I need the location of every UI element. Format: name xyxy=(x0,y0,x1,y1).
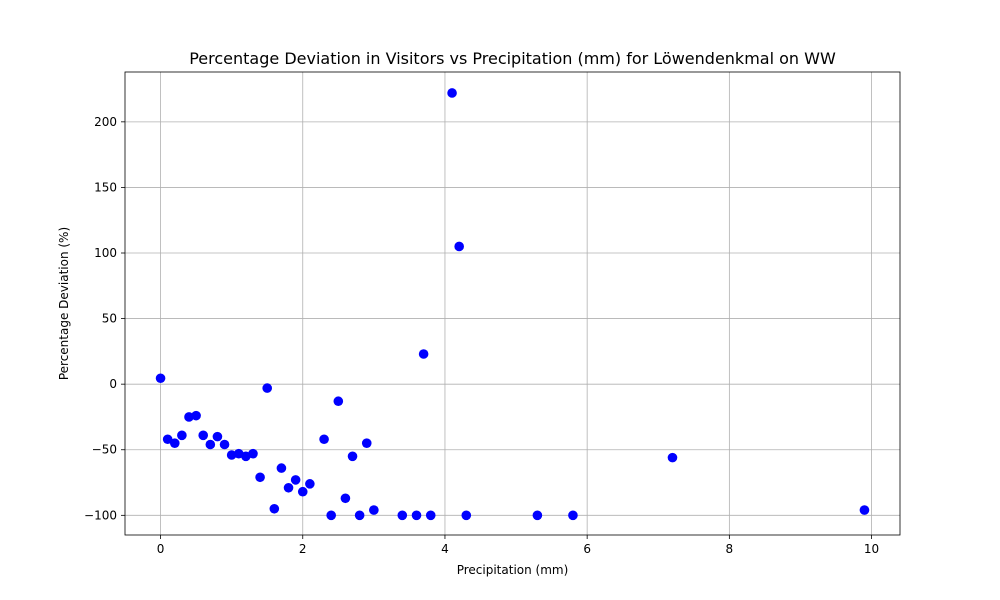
data-point xyxy=(177,430,187,441)
data-point xyxy=(248,448,258,459)
chart-title: Percentage Deviation in Visitors vs Prec… xyxy=(189,49,836,68)
data-point xyxy=(340,493,351,504)
data-point xyxy=(319,434,329,445)
data-point xyxy=(169,438,180,448)
data-point xyxy=(276,463,287,473)
data-point xyxy=(255,472,265,483)
y-tick-label: 200 xyxy=(94,115,117,129)
data-point xyxy=(326,510,336,521)
data-point xyxy=(155,373,166,384)
points-layer xyxy=(155,88,870,521)
grid-layer xyxy=(125,72,900,535)
y-tick-label: 0 xyxy=(109,377,117,391)
data-point xyxy=(262,383,273,393)
ticks-layer: 0 2 4 6 8 10 −100 −50 0 50 100 150 200 xyxy=(84,115,879,556)
y-tick-label: −100 xyxy=(84,508,117,522)
data-point xyxy=(205,439,216,450)
data-point xyxy=(667,452,678,463)
y-tick-label: 150 xyxy=(94,180,117,194)
data-point xyxy=(333,396,344,407)
data-point xyxy=(369,505,379,515)
x-tick-label: 8 xyxy=(726,542,734,556)
data-point xyxy=(397,510,408,521)
data-point xyxy=(411,510,422,521)
data-point xyxy=(532,510,543,521)
x-tick-label: 6 xyxy=(583,542,591,556)
data-point xyxy=(184,412,194,422)
x-tick-label: 10 xyxy=(864,542,879,556)
data-point xyxy=(361,438,372,448)
data-point xyxy=(269,503,280,514)
data-point xyxy=(283,482,294,493)
data-point xyxy=(219,439,230,450)
x-tick-label: 0 xyxy=(157,542,165,556)
data-point xyxy=(212,431,223,442)
y-tick-label: −50 xyxy=(92,443,117,457)
data-point xyxy=(347,451,358,462)
plot-frame xyxy=(124,71,901,536)
data-point xyxy=(568,510,578,521)
data-point xyxy=(305,479,315,489)
y-tick-label: 100 xyxy=(94,246,117,260)
data-point xyxy=(447,88,457,98)
data-point xyxy=(354,510,365,521)
data-point xyxy=(859,505,870,515)
y-axis-label: Percentage Deviation (%) xyxy=(57,227,71,380)
data-point xyxy=(425,510,436,521)
data-point xyxy=(226,450,237,460)
data-point xyxy=(454,241,464,252)
data-point xyxy=(297,486,308,497)
data-point xyxy=(290,475,301,485)
x-tick-label: 4 xyxy=(441,542,449,556)
data-point xyxy=(191,410,201,421)
data-point xyxy=(162,434,173,445)
data-point xyxy=(198,430,209,441)
data-point xyxy=(461,510,472,521)
x-tick-label: 2 xyxy=(299,542,307,556)
x-axis-label: Precipitation (mm) xyxy=(457,563,569,577)
data-point xyxy=(418,349,429,359)
y-tick-label: 50 xyxy=(102,312,117,326)
